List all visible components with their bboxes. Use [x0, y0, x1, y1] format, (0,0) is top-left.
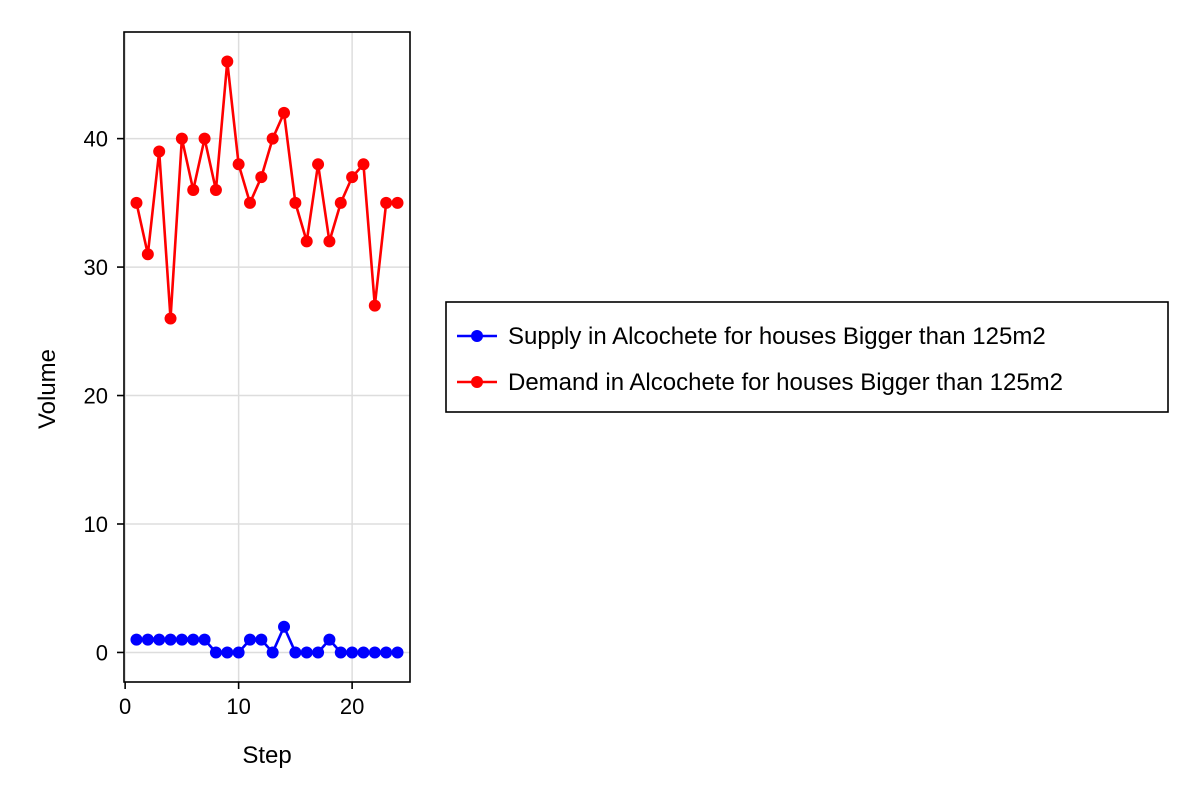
y-tick-label: 10 — [84, 512, 108, 537]
series-line — [135, 60, 398, 320]
data-point — [368, 299, 381, 312]
data-point — [289, 646, 302, 659]
axis-ticks: 0 10 20 0 10 20 30 40 — [84, 127, 365, 719]
plot-series — [130, 55, 404, 659]
data-point — [187, 184, 200, 197]
legend-swatch-marker — [471, 330, 483, 342]
data-point — [130, 196, 143, 209]
data-point — [255, 633, 268, 646]
data-point — [346, 646, 359, 659]
data-point — [391, 196, 404, 209]
legend-swatch-marker — [471, 376, 483, 388]
data-point — [300, 646, 313, 659]
data-point — [198, 132, 211, 145]
plot-frame — [123, 31, 411, 683]
data-point — [278, 106, 291, 119]
data-point — [164, 312, 177, 325]
data-point — [391, 646, 404, 659]
legend: Supply in Alcochete for houses Bigger th… — [445, 301, 1169, 413]
data-point — [357, 158, 370, 171]
data-point — [346, 171, 359, 184]
legend-label: Supply in Alcochete for houses Bigger th… — [508, 323, 1046, 350]
data-point — [141, 248, 154, 261]
data-point — [334, 196, 347, 209]
data-point — [255, 171, 268, 184]
legend-box — [445, 301, 1169, 413]
x-tick-label: 0 — [119, 694, 131, 719]
data-point — [312, 646, 325, 659]
data-point — [209, 646, 222, 659]
data-point — [300, 235, 313, 248]
x-axis-title: Step — [242, 742, 291, 769]
data-point — [312, 158, 325, 171]
data-point — [323, 633, 336, 646]
y-tick-label: 40 — [84, 127, 108, 152]
data-point — [334, 646, 347, 659]
series — [130, 55, 404, 325]
series — [130, 620, 404, 659]
data-point — [130, 633, 143, 646]
data-point — [380, 646, 393, 659]
data-point — [289, 196, 302, 209]
data-point — [175, 633, 188, 646]
data-point — [209, 184, 222, 197]
data-point — [221, 55, 234, 68]
data-point — [357, 646, 370, 659]
legend-item: Demand in Alcochete for houses Bigger th… — [457, 369, 1063, 396]
data-point — [278, 620, 291, 633]
y-tick-label: 20 — [84, 384, 108, 409]
data-point — [266, 646, 279, 659]
legend-label: Demand in Alcochete for houses Bigger th… — [508, 369, 1063, 396]
data-point — [153, 633, 166, 646]
data-point — [153, 145, 166, 158]
data-point — [175, 132, 188, 145]
data-point — [266, 132, 279, 145]
data-point — [164, 633, 177, 646]
data-point — [187, 633, 200, 646]
grid — [124, 32, 410, 682]
data-point — [198, 633, 211, 646]
data-point — [141, 633, 154, 646]
data-point — [380, 196, 393, 209]
y-tick-label: 30 — [84, 255, 108, 280]
x-tick-label: 20 — [340, 694, 364, 719]
data-point — [243, 633, 256, 646]
y-axis-title: Volume — [34, 349, 61, 429]
data-point — [221, 646, 234, 659]
y-tick-label: 0 — [96, 640, 108, 665]
x-tick-label: 10 — [226, 694, 250, 719]
data-point — [232, 158, 245, 171]
data-point — [243, 196, 256, 209]
data-point — [232, 646, 245, 659]
data-point — [323, 235, 336, 248]
legend-item: Supply in Alcochete for houses Bigger th… — [457, 323, 1046, 350]
data-point — [368, 646, 381, 659]
